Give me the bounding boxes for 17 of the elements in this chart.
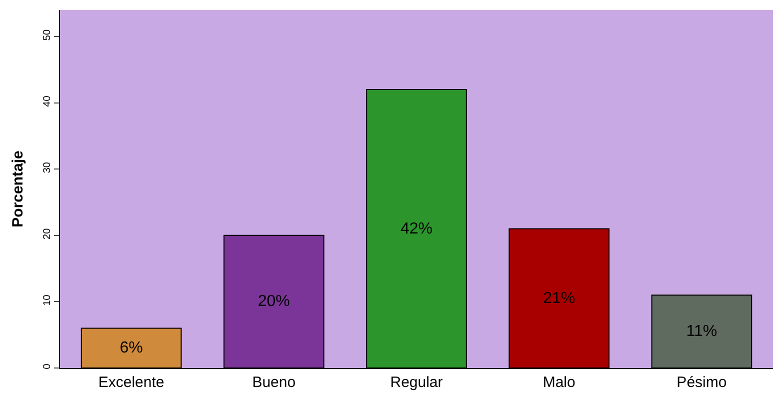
y-tick-label: 30 <box>42 162 53 174</box>
data-label: 11% <box>686 323 718 340</box>
data-label: 21% <box>543 290 576 307</box>
x-tick-label: Excelente <box>98 374 164 391</box>
x-tick-label: Regular <box>390 374 443 391</box>
y-tick-label: 0 <box>42 363 53 370</box>
y-tick-label: 10 <box>42 294 53 306</box>
y-tick-label: 50 <box>42 29 53 41</box>
y-tick-label: 40 <box>42 95 53 107</box>
y-tick-label: 20 <box>42 228 53 240</box>
data-label: 6% <box>120 340 143 357</box>
data-label: 42% <box>400 220 433 238</box>
x-tick-label: Bueno <box>252 374 296 391</box>
x-tick-label: Pésimo <box>676 374 727 391</box>
y-axis-title: Porcentaje <box>9 150 26 228</box>
x-tick-label: Malo <box>542 374 576 391</box>
data-label: 20% <box>258 293 290 310</box>
